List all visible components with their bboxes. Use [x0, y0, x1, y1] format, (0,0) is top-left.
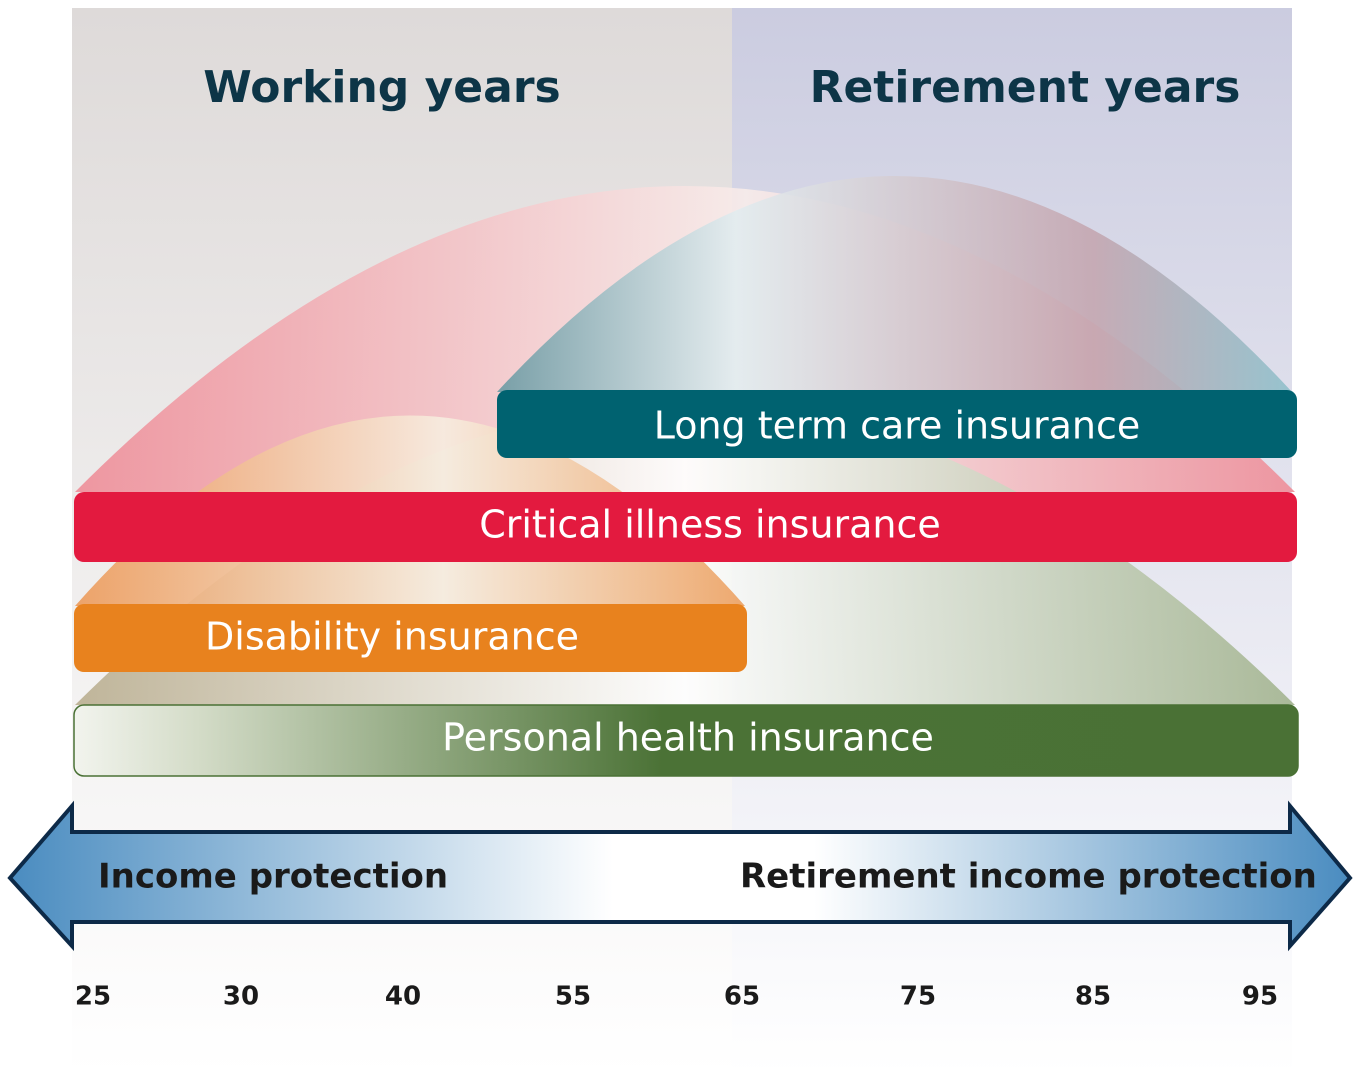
age-label: 65: [724, 982, 760, 1012]
bar: [74, 492, 1297, 562]
bar-label: Long term care insurance: [654, 404, 1141, 448]
age-label: 95: [1242, 982, 1278, 1012]
arrow-label: Income protection: [98, 857, 448, 897]
arrow-label: Retirement income protection: [740, 857, 1317, 897]
header-left: Working years: [203, 62, 560, 113]
age-label: 75: [900, 982, 936, 1012]
bar: [74, 604, 747, 672]
bar-label: Personal health insurance: [442, 716, 934, 760]
age-label: 30: [223, 982, 259, 1012]
arc: [497, 176, 1292, 392]
bar-label: Disability insurance: [205, 615, 579, 659]
header-right: Retirement years: [810, 62, 1241, 113]
age-label: 40: [385, 982, 421, 1012]
age-label: 55: [555, 982, 591, 1012]
age-axis: 25 30 40 55 65 75 85 95: [75, 982, 1278, 1012]
bar: [73, 704, 1299, 777]
arrow: [7, 800, 1353, 952]
bar-label: Critical illness insurance: [479, 503, 941, 547]
age-label: 25: [75, 982, 111, 1012]
bar: [497, 390, 1297, 458]
age-label: 85: [1075, 982, 1111, 1012]
